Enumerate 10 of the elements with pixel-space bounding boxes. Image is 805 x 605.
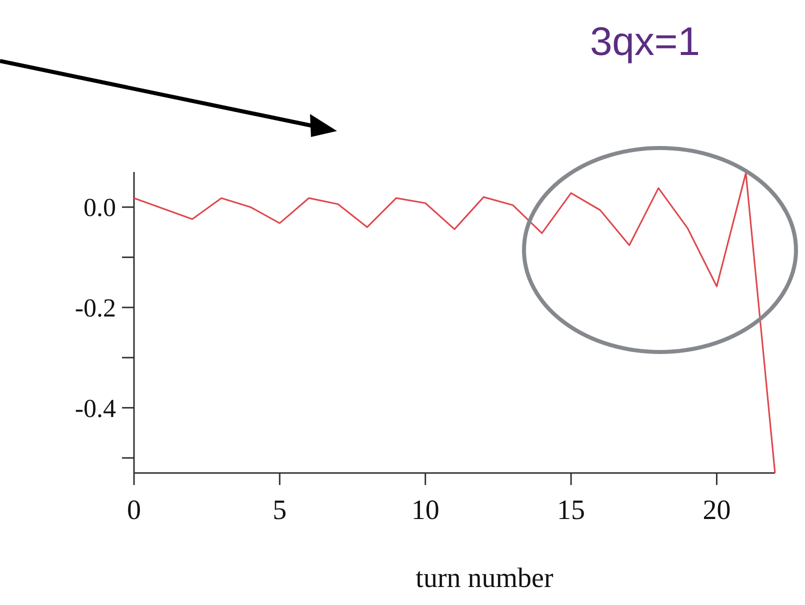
text: 3qx=1 — [590, 20, 700, 64]
x-axis-title: turn number — [416, 563, 554, 594]
y-tick-label: 0.0 — [84, 193, 116, 222]
x-tick-label: 0 — [127, 495, 141, 526]
x-tick-label: 10 — [411, 495, 440, 526]
x-tick-label: 5 — [272, 495, 287, 526]
y-tick-label: -0.2 — [74, 294, 116, 323]
y-tick-label: -0.4 — [74, 394, 116, 423]
x-tick-label: 20 — [702, 495, 731, 526]
x-tick-label: 15 — [557, 495, 586, 526]
